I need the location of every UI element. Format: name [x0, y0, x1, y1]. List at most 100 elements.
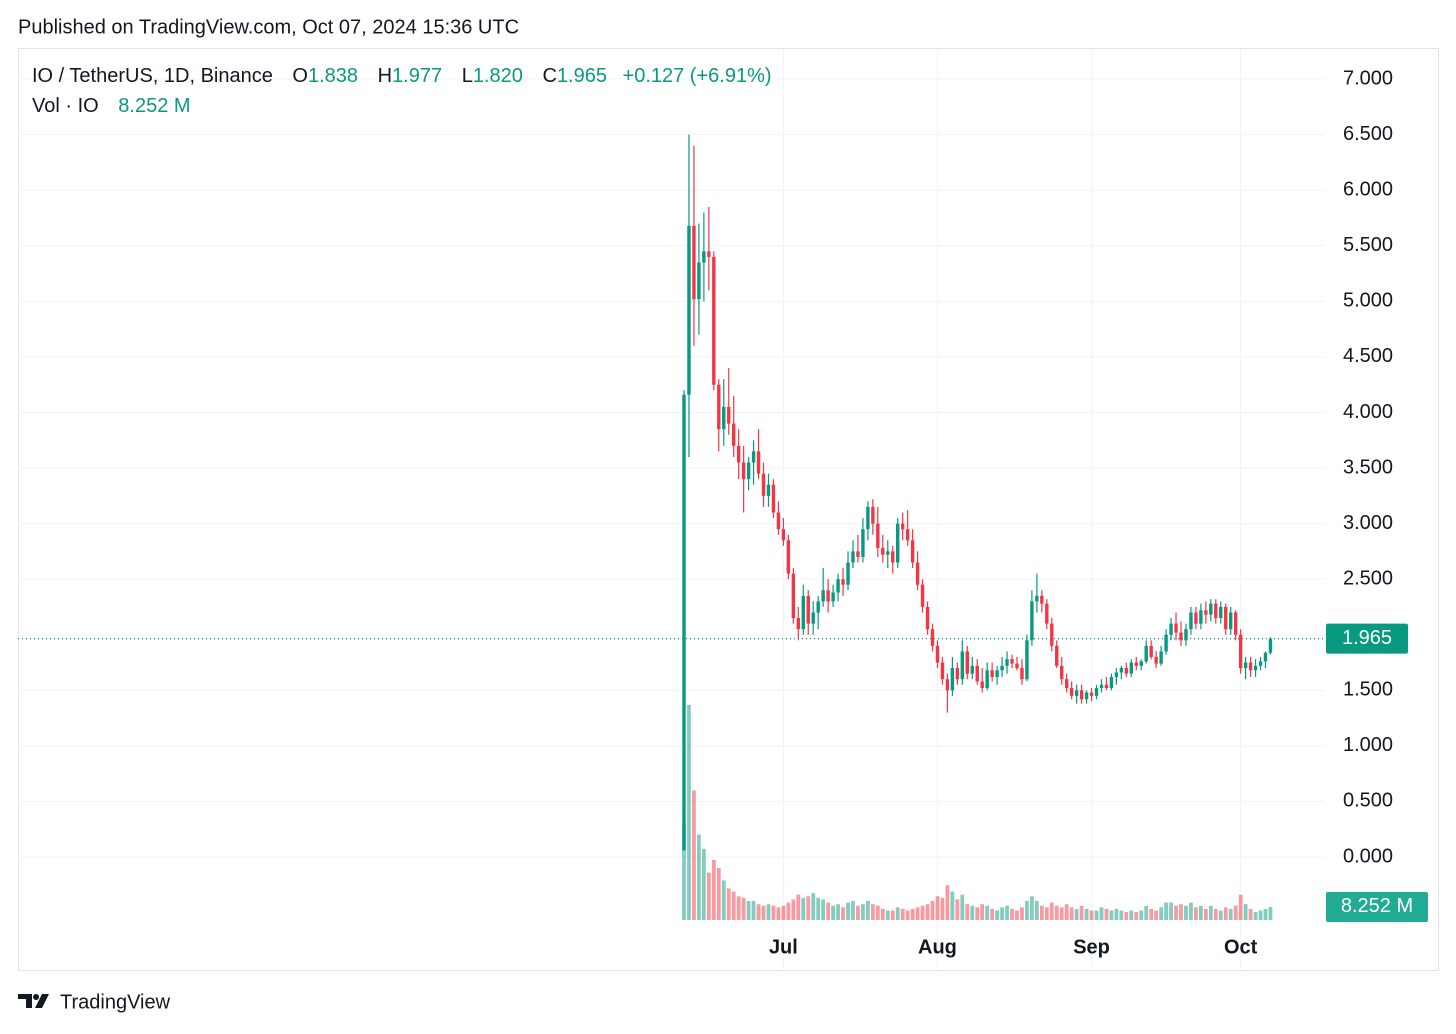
volume-bar — [1179, 904, 1183, 920]
candle-body — [1045, 603, 1049, 624]
candle-body — [741, 462, 746, 480]
volume-bar — [776, 907, 781, 920]
candle-body — [955, 668, 960, 680]
candle-body — [925, 606, 930, 630]
brand: TradingView — [18, 991, 171, 1013]
brand-logo — [18, 994, 49, 1008]
candle-body — [1199, 610, 1203, 624]
candle-body — [1189, 612, 1193, 630]
volume-bar — [856, 905, 860, 920]
candle-body — [776, 512, 781, 530]
candle-body — [821, 590, 825, 602]
candle-body — [1055, 645, 1059, 666]
candle-body — [980, 681, 984, 689]
candle-body — [1025, 640, 1029, 680]
candle-body — [771, 484, 776, 513]
volume-bar — [1020, 907, 1024, 920]
volume-bar — [816, 897, 821, 920]
candle-body — [995, 670, 999, 677]
volume-bar — [771, 905, 776, 920]
candle-body — [1050, 623, 1054, 646]
candle-body — [1104, 684, 1109, 689]
volume-bar — [940, 897, 945, 920]
volume-bar — [761, 905, 766, 920]
volume-bar — [806, 896, 811, 920]
volume-bar — [1149, 908, 1154, 920]
candle-body — [876, 523, 880, 549]
y-tick-label: 2.500 — [1343, 567, 1393, 589]
volume-bar — [1208, 905, 1213, 920]
volume-bar — [831, 905, 835, 920]
candle-body — [727, 406, 731, 424]
volume-bar — [1034, 901, 1039, 920]
volume-bar — [751, 901, 756, 920]
candle-body — [1214, 603, 1218, 619]
candle-body — [1084, 692, 1089, 700]
candle-body — [900, 523, 905, 530]
candle-body — [1184, 629, 1188, 641]
volume-bar — [1243, 904, 1248, 920]
volume-bar — [925, 904, 930, 920]
volume-bar — [1144, 905, 1149, 920]
candle-body — [1030, 601, 1034, 641]
volume-bar — [1030, 896, 1034, 920]
volume-bar — [756, 904, 761, 920]
candle-body — [1263, 652, 1268, 662]
volume-bar — [1169, 902, 1173, 920]
candle-body — [1124, 668, 1129, 674]
volume-bar — [846, 902, 850, 920]
volume-bar — [1025, 901, 1029, 920]
volume-bar — [1044, 907, 1049, 920]
volume-bar — [1049, 902, 1054, 920]
volume-bar — [1010, 908, 1014, 920]
volume-bar — [861, 904, 865, 920]
candle-body — [712, 256, 716, 385]
volume-bar — [1104, 908, 1109, 920]
candle-body — [1149, 645, 1153, 657]
candle-body — [940, 662, 945, 680]
volume-bar — [875, 905, 880, 920]
candle-body — [707, 251, 711, 257]
volume-bar — [1064, 904, 1069, 920]
y-tick-label: 0.500 — [1343, 790, 1393, 812]
volume-bar — [781, 905, 786, 920]
volume-bar — [1223, 907, 1228, 920]
volume-bar — [736, 896, 741, 920]
published-line: Published on TradingView.com, Oct 07, 20… — [18, 16, 519, 38]
x-tick-label: Aug — [918, 936, 957, 958]
volume-bar — [1114, 908, 1119, 920]
volume-bar — [1228, 908, 1233, 920]
candle-body — [756, 451, 761, 474]
volume-bar — [1213, 908, 1218, 920]
x-tick-label: Oct — [1224, 936, 1258, 958]
ohlc-value: 1.820 — [473, 65, 523, 87]
volume-bar — [836, 904, 840, 920]
candle-body — [1000, 665, 1004, 671]
volume-bar — [851, 901, 855, 920]
plot: JulAugSepOct0.0000.5001.0001.5002.0002.5… — [18, 48, 1428, 970]
volume-bar — [895, 907, 900, 920]
volume-bar — [865, 901, 870, 920]
candle-body — [781, 529, 786, 541]
candle-body — [746, 462, 751, 480]
candle-body — [687, 225, 691, 395]
candle-body — [891, 551, 895, 563]
candle-body — [682, 394, 686, 851]
candle-body — [1010, 659, 1014, 664]
volume-bar — [1089, 910, 1094, 920]
ohlc-label: O — [292, 65, 308, 87]
volume-bar — [716, 867, 721, 920]
candle-body — [1169, 623, 1173, 635]
volume-bar — [1184, 905, 1188, 920]
candle-body — [1179, 632, 1183, 641]
candle-body — [960, 651, 965, 680]
y-tick-label: 5.500 — [1343, 234, 1393, 256]
candle-body — [1064, 679, 1069, 689]
volume-bar — [880, 908, 885, 920]
volume-bar — [980, 904, 985, 920]
volume-bar — [1198, 905, 1203, 920]
candle-body — [1005, 659, 1009, 666]
candle-body — [722, 406, 726, 430]
ohlc-value: 1.977 — [392, 65, 442, 87]
